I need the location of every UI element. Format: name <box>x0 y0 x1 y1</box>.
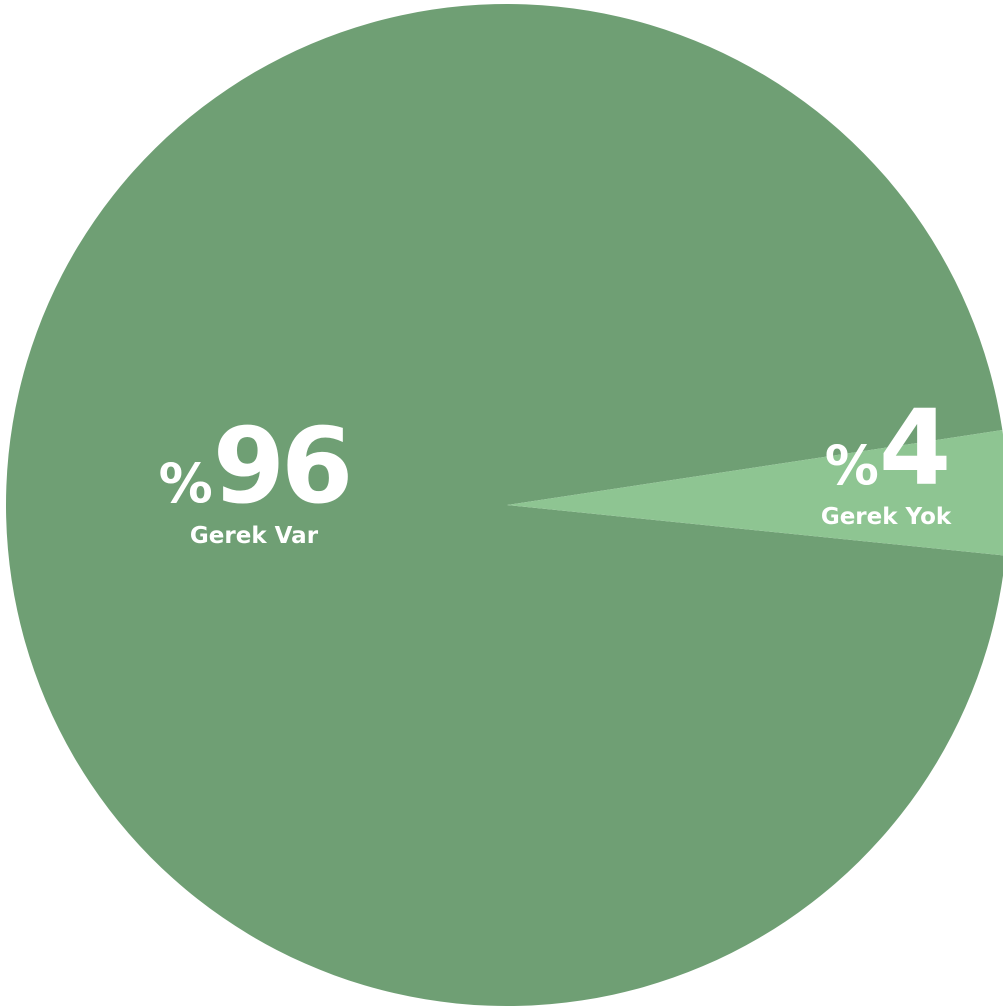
percent-value: 4 <box>879 387 947 509</box>
slice-name-label: Gerek Var <box>190 523 319 549</box>
slice-percent-label: %4 <box>825 387 947 509</box>
pie-slice-gerek-yok <box>507 430 1003 556</box>
percent-sign: % <box>825 434 879 497</box>
pie-slice-gerek-var <box>6 4 1003 1006</box>
slice-percent-label: %96 <box>159 405 350 527</box>
slice-name-label: Gerek Yok <box>821 504 952 530</box>
percent-sign: % <box>159 452 213 515</box>
pie-slices <box>6 4 1003 1006</box>
percent-value: 96 <box>213 405 350 527</box>
